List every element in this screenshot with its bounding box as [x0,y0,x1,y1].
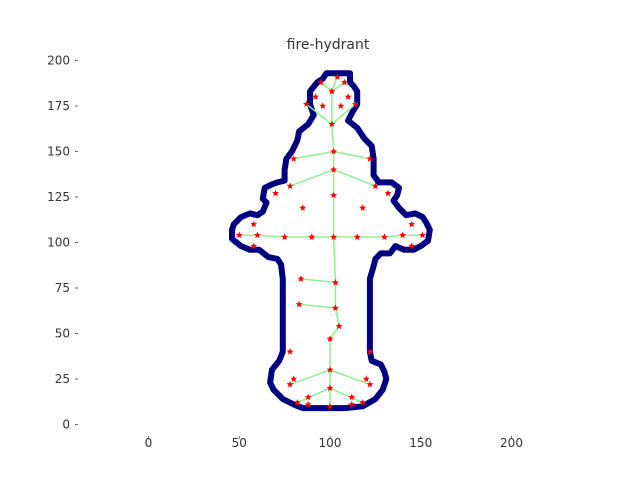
skeleton-node [326,366,334,373]
skeleton-node [328,120,336,128]
skeleton-node [317,78,325,86]
skeleton-node [326,402,334,410]
skeleton-edge [331,76,338,92]
y-tick-label: 0 [62,418,70,432]
skeleton-node [281,233,288,240]
skeleton-node [286,348,294,355]
x-tick-label: 100 [319,436,342,450]
skeleton-edge [293,150,334,160]
skeleton-node [344,93,352,100]
skeleton-node [326,335,334,342]
skeleton-edge [299,303,336,309]
chart-title: fire-hydrant [287,37,370,53]
skeleton-edge [384,234,403,238]
x-tick-label: 0 [145,436,153,450]
skeleton-node [303,100,310,108]
skeleton-node [337,102,345,109]
x-tick-label: 200 [500,436,523,450]
skeleton-edge [289,369,331,386]
skeleton-edge [334,307,340,327]
x-tick-label: 150 [409,436,432,450]
skeleton-edge [331,81,345,93]
y-axis: 0 25 50 75 100 125 150 175 200 [47,54,78,432]
skeleton-node [341,78,348,86]
skeleton-node [328,87,336,95]
skeleton-node [330,147,338,155]
skeleton-edge [300,278,336,284]
skeleton-edge [297,387,331,404]
skeleton-node [304,393,312,401]
skeleton-node [290,375,298,382]
y-tick-label: 100 [47,236,70,250]
skeleton-node [299,204,307,211]
skeleton-edge [320,81,333,93]
y-tick-label: 150 [47,145,70,159]
skeleton-node [366,348,374,355]
skeleton-node [399,231,406,239]
skeleton-node [308,233,316,240]
skeleton-node [332,278,339,286]
y-tick-label: 125 [47,190,70,204]
skeleton-node [250,220,258,228]
x-axis: 0 50 100 150 200 [145,436,523,450]
skeleton-edge [331,124,335,152]
plot-area [229,70,433,412]
skeleton-edge [257,234,285,238]
skeleton-node [254,231,261,239]
skeleton-node [286,182,294,189]
skeleton-node [359,204,367,211]
skeleton-edge [329,369,371,386]
skeleton-node [330,191,338,199]
skeleton-node [348,393,356,401]
skeleton-edge [305,103,333,125]
skeleton-edge [329,387,363,404]
skeleton-node [352,100,359,108]
skeleton-edge [331,103,356,125]
skeleton-node [384,189,392,197]
skeleton-node [408,242,416,250]
skeleton-node [319,102,327,109]
skeleton-node [250,242,258,250]
skeleton-node [286,380,294,388]
skeleton-node [330,233,338,240]
skeleton-node [290,155,298,162]
skeleton-node [272,189,279,197]
skeleton-node [335,322,343,330]
skeleton-node [366,155,374,162]
skeleton-node [408,220,416,228]
skeleton-node [312,93,319,100]
skeleton-node [295,300,303,308]
x-tick-label: 50 [232,436,247,450]
skeleton-node [330,166,338,173]
skeleton-edge [333,169,376,187]
skeleton-edge [332,237,337,283]
skeleton-node [372,182,379,189]
y-tick-label: 200 [47,54,70,68]
skeleton-node [366,380,374,388]
y-tick-label: 25 [55,372,70,386]
skeleton-node [304,400,312,408]
y-tick-label: 175 [47,99,70,113]
skeleton-node [362,375,370,382]
skeleton-node [359,399,367,406]
y-tick-label: 50 [55,327,70,341]
skeleton-node [297,275,305,282]
y-tick-label: 75 [55,281,70,295]
skeleton-node [235,231,243,239]
skeleton-node [419,231,426,239]
skeleton-node [348,400,356,408]
skeleton-node [326,384,334,391]
skeleton-edge [333,150,371,160]
skeleton-node [333,73,341,80]
skeleton-node [293,399,301,406]
skeleton-node [381,233,388,240]
skeleton-node [353,233,361,240]
skeleton-edge [289,168,334,187]
skeleton-node [332,304,339,311]
